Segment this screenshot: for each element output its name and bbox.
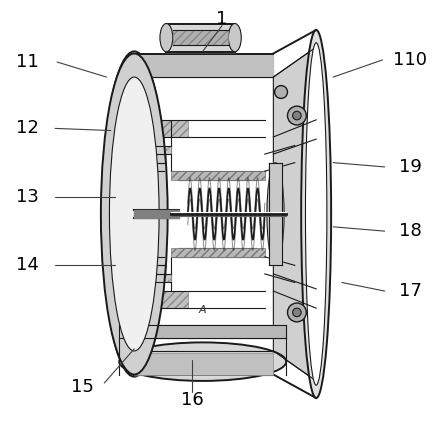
Ellipse shape (109, 77, 159, 351)
Text: 14: 14 (16, 256, 39, 274)
Ellipse shape (111, 77, 158, 351)
Ellipse shape (160, 24, 173, 52)
Text: 13: 13 (16, 188, 39, 206)
Ellipse shape (301, 30, 331, 398)
Ellipse shape (228, 24, 241, 52)
Ellipse shape (102, 51, 166, 377)
Ellipse shape (267, 163, 284, 265)
Text: A: A (199, 305, 206, 315)
Text: 18: 18 (399, 222, 422, 240)
Text: 17: 17 (399, 282, 422, 300)
Circle shape (293, 111, 301, 120)
Text: 12: 12 (16, 119, 39, 137)
Ellipse shape (101, 54, 168, 374)
Text: 11: 11 (16, 53, 39, 71)
Polygon shape (274, 47, 316, 381)
Ellipse shape (119, 342, 286, 381)
Text: 16: 16 (181, 391, 203, 409)
Text: 15: 15 (71, 378, 94, 396)
Circle shape (287, 303, 306, 322)
Text: 110: 110 (393, 51, 427, 69)
Ellipse shape (305, 43, 327, 385)
Circle shape (293, 308, 301, 317)
Circle shape (287, 106, 306, 125)
Text: 1: 1 (216, 10, 228, 28)
Circle shape (275, 86, 287, 98)
Text: 19: 19 (399, 158, 422, 176)
